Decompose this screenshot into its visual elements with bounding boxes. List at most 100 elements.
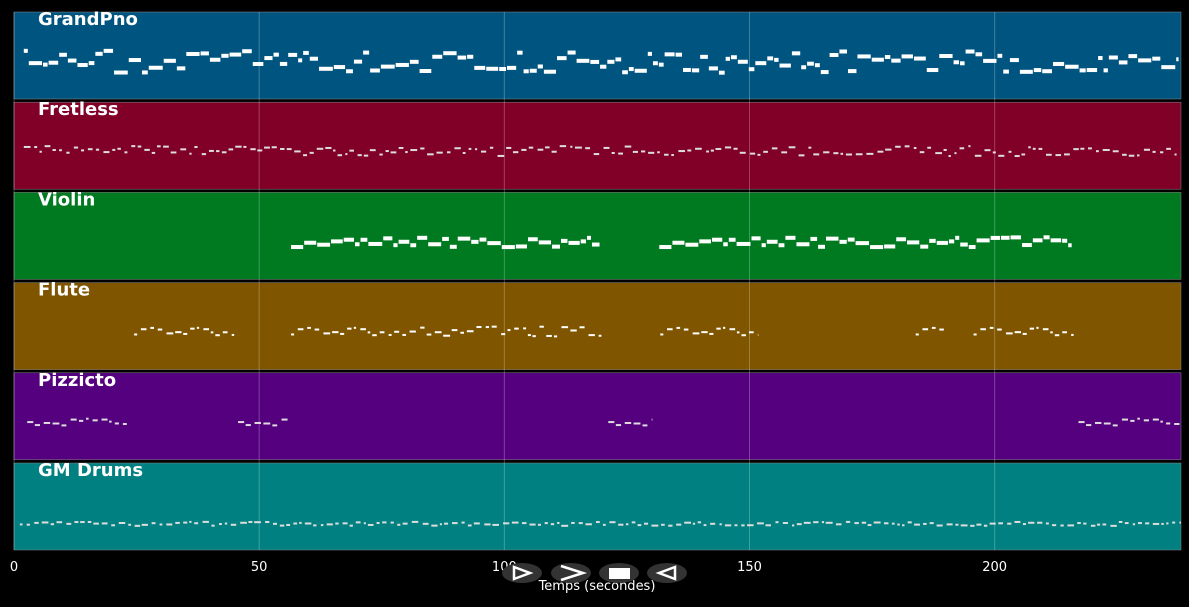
note [1071,334,1073,336]
stop-button[interactable] [599,563,639,583]
note [1097,524,1100,526]
note [1130,420,1134,422]
note [53,423,60,425]
note [937,525,943,527]
note [158,329,162,331]
note [458,237,470,241]
note [1113,424,1118,426]
note [1166,148,1171,150]
note [557,56,567,60]
note [203,328,209,330]
note [781,151,787,153]
note [163,146,169,148]
note [231,524,236,526]
note [157,145,161,147]
note [197,327,199,329]
note [490,147,493,149]
note [1160,421,1162,423]
note [42,521,49,523]
note [1110,525,1116,527]
note [632,521,636,523]
note [484,523,490,525]
note [250,148,255,150]
note [839,49,847,53]
note [997,54,1002,58]
note [1003,70,1009,74]
note [363,51,369,55]
note [128,524,131,526]
note [932,327,936,329]
note [498,155,505,157]
note [546,335,552,337]
note [1068,243,1071,247]
track-name: Fretless [38,99,119,120]
note [603,524,606,526]
note [966,50,975,54]
note [763,151,768,153]
note [734,148,738,150]
note [737,331,740,333]
note [203,521,209,523]
note [333,150,335,152]
note [229,148,234,150]
play-button[interactable] [502,563,542,583]
note [1128,54,1137,58]
note [960,243,968,247]
note [347,328,351,330]
note [412,521,419,523]
note [618,153,623,155]
note [1176,57,1178,61]
note [836,523,842,525]
rewind-button[interactable] [647,563,687,583]
note [1023,333,1027,335]
note [884,244,895,248]
note [815,63,820,67]
note [1007,523,1011,525]
note [1053,62,1064,66]
note [747,524,754,526]
note [974,333,977,335]
note [427,153,434,155]
fast-forward-button[interactable] [551,563,591,583]
note [659,245,671,249]
note [379,154,382,156]
note [360,328,366,330]
note [44,422,50,424]
note [317,243,330,247]
note [643,424,648,426]
note [1160,151,1163,153]
note [676,327,680,329]
note [589,334,595,336]
x-tick-label: 200 [982,560,1007,575]
note [273,523,277,525]
note [499,67,506,71]
note [454,147,460,149]
track-name: GrandPno [38,9,138,30]
note [1166,522,1168,524]
note [43,63,48,67]
note [246,424,251,426]
note [209,150,214,152]
note [1055,334,1059,336]
note [80,521,85,523]
note [545,146,550,148]
note [492,524,499,526]
note [710,523,715,525]
note [737,242,751,246]
note [264,56,272,60]
note [949,239,954,243]
note [616,424,621,426]
note [272,146,277,148]
note [757,154,760,156]
note [304,241,316,245]
note [785,236,795,240]
note [575,147,582,149]
note [59,53,67,57]
note [305,523,312,525]
note [150,327,154,329]
note [202,153,206,155]
note [774,58,778,62]
note [24,49,28,53]
note [604,147,610,149]
